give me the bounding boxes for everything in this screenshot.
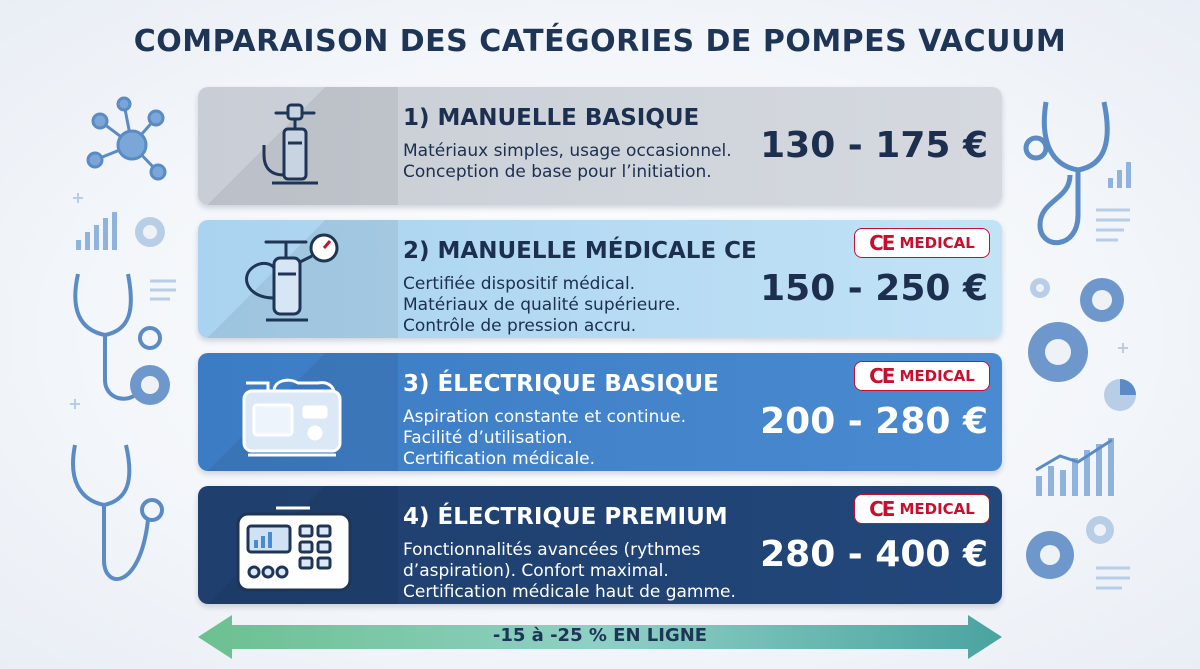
pie-chart-icon (1104, 379, 1136, 411)
text-lines-icon (1096, 566, 1130, 590)
bar-chart-icon (1108, 162, 1131, 188)
plus-icon (70, 193, 83, 409)
badge-label: MEDICAL (899, 234, 975, 252)
badge-label: MEDICAL (899, 500, 975, 518)
gear-icon (1030, 278, 1050, 298)
rising-chart-icon (1035, 438, 1114, 496)
hand-pump-icon (262, 103, 318, 185)
stethoscope-icon (1023, 101, 1110, 245)
ce-mark: CE (869, 364, 895, 388)
description-line: Facilité d’utilisation. (403, 428, 573, 448)
category-name: 3) ÉLECTRIQUE BASIQUE (403, 371, 719, 397)
category-name: 2) MANUELLE MÉDICALE CE (403, 238, 757, 264)
price-range: 150 - 250 € (760, 268, 988, 309)
category-description: Certifiée dispositif médical. Matériaux … (403, 274, 773, 337)
description-line: Certification médicale. (403, 449, 596, 469)
description-line: Certification médicale haut de gamme. (403, 582, 736, 602)
ce-medical-badge: CE MEDICAL (854, 361, 990, 391)
manometer-pump-icon (245, 233, 339, 322)
description-line: d’aspiration). Confort maximal. (403, 561, 669, 581)
gear-icon (135, 217, 165, 247)
bar-chart-icon (76, 212, 117, 250)
category-description: Fonctionnalités avancées (rythmes d’aspi… (403, 540, 773, 603)
gear-icon (1028, 278, 1124, 382)
double-arrow-icon (198, 615, 1002, 659)
category-card-manual-medical: 2) MANUELLE MÉDICALE CE Certifiée dispos… (198, 220, 1002, 338)
ce-medical-badge: CE MEDICAL (854, 494, 990, 524)
badge-label: MEDICAL (899, 367, 975, 385)
plus-icon (1118, 343, 1128, 353)
online-discount-label: -15 à -25 % EN LIGNE (492, 625, 708, 646)
ce-mark: CE (869, 497, 895, 521)
category-name: 4) ÉLECTRIQUE PREMIUM (403, 504, 728, 530)
ce-medical-badge: CE MEDICAL (854, 228, 990, 258)
category-card-manual-basic: 1) MANUELLE BASIQUE Matériaux simples, u… (198, 87, 1002, 205)
text-lines-icon (150, 279, 176, 301)
description-line: Aspiration constante et continue. (403, 407, 686, 427)
premium-device-icon (236, 506, 352, 592)
gear-icon (130, 365, 170, 405)
description-line: Conception de base pour l’initiation. (403, 162, 712, 182)
molecule-icon (86, 96, 167, 181)
description-line: Contrôle de pression accru. (403, 316, 637, 336)
category-card-electric-basic: 3) ÉLECTRIQUE BASIQUE Aspiration constan… (198, 353, 1002, 471)
description-line: Certifiée dispositif médical. (403, 274, 636, 294)
description-line: Matériaux de qualité supérieure. (403, 295, 681, 315)
gear-icon (1086, 516, 1114, 544)
price-range: 200 - 280 € (760, 401, 988, 442)
price-range: 280 - 400 € (760, 534, 988, 575)
text-lines-icon (1096, 208, 1130, 242)
stethoscope-icon (71, 444, 164, 581)
ce-mark: CE (869, 231, 895, 255)
category-name: 1) MANUELLE BASIQUE (403, 105, 700, 131)
category-description: Aspiration constante et continue. Facili… (403, 407, 773, 470)
category-description: Matériaux simples, usage occasionnel. Co… (403, 141, 773, 183)
description-line: Matériaux simples, usage occasionnel. (403, 141, 732, 161)
price-range: 130 - 175 € (760, 125, 988, 166)
category-card-electric-premium: 4) ÉLECTRIQUE PREMIUM Fonctionnalités av… (198, 486, 1002, 604)
gear-icon (1026, 531, 1074, 579)
description-line: Fonctionnalités avancées (rythmes (403, 540, 701, 560)
page-title: COMPARAISON DES CATÉGORIES DE POMPES VAC… (133, 24, 1067, 59)
electric-pump-icon (242, 378, 342, 457)
